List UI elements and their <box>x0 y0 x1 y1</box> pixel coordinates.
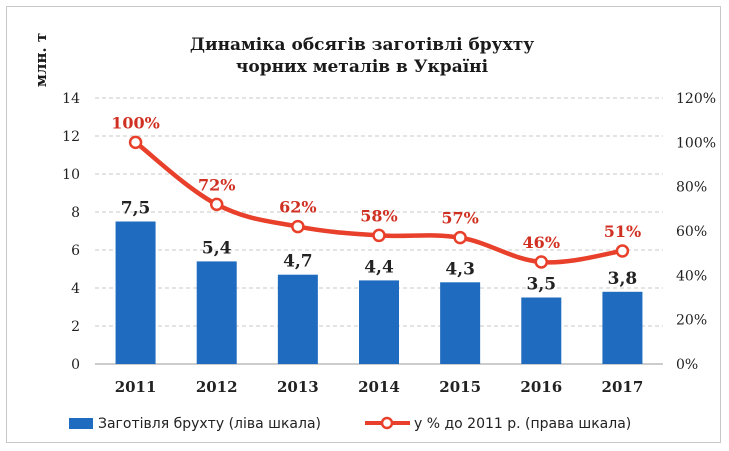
bar-value-label: 3,5 <box>526 275 556 295</box>
category-label: 2012 <box>196 378 238 396</box>
left-tick-label: 12 <box>62 129 80 145</box>
right-tick-label: 60% <box>676 224 707 240</box>
bar-value-label: 3,8 <box>608 269 638 289</box>
bar <box>602 291 643 364</box>
bar <box>196 261 237 364</box>
bar <box>115 221 156 364</box>
category-label: 2017 <box>602 378 644 396</box>
right-tick-label: 20% <box>676 313 707 329</box>
bar-series <box>115 221 643 364</box>
line-value-label: 100% <box>111 113 160 132</box>
line-value-label: 58% <box>360 206 397 225</box>
bar <box>359 280 399 364</box>
right-tick-label: 0% <box>676 357 698 373</box>
bar <box>277 274 318 364</box>
line-data-labels: 100% 72% 62% 58% 57% 46% 51% <box>111 113 641 252</box>
legend-line-label: у % до 2011 р. (права шкала) <box>414 416 631 432</box>
line-point <box>291 219 305 234</box>
line-point <box>209 197 224 212</box>
category-labels: 2011 2012 2013 2014 2015 2016 2017 <box>115 378 644 396</box>
left-tick-label: 8 <box>71 205 80 221</box>
left-tick-label: 14 <box>62 91 80 107</box>
legend-bar-label: Заготівля брухту (ліва шкала) <box>98 416 321 432</box>
chart-title-line1: Динаміка обсягів заготівлі брухту <box>190 35 534 55</box>
bar-data-labels: 7,5 5,4 4,7 4,4 4,3 3,5 3,8 <box>121 199 637 295</box>
line-series <box>128 135 630 269</box>
bar-value-label: 5,4 <box>202 238 232 258</box>
left-axis-ticks: 0 2 4 6 8 10 12 14 <box>62 91 80 373</box>
right-tick-label: 100% <box>676 135 716 151</box>
bar-value-label: 7,5 <box>121 199 151 219</box>
bar-value-label: 4,3 <box>445 259 475 279</box>
line-point <box>453 230 467 245</box>
left-tick-label: 2 <box>71 319 80 335</box>
line-value-label: 72% <box>198 175 235 194</box>
category-label: 2014 <box>358 378 400 396</box>
left-tick-label: 10 <box>62 167 80 183</box>
right-tick-label: 120% <box>676 91 716 107</box>
line-point <box>372 228 386 243</box>
y-axis-label: млн. т <box>32 33 50 87</box>
legend-bar-swatch <box>69 418 93 429</box>
line-value-label: 51% <box>604 222 641 241</box>
right-axis-ticks: 0% 20% 40% 60% 80% 100% 120% <box>676 91 716 373</box>
line-value-label: 46% <box>523 233 560 252</box>
left-tick-label: 0 <box>71 357 80 373</box>
category-label: 2015 <box>439 378 481 396</box>
legend-line-marker <box>380 416 394 430</box>
legend: Заготівля брухту (ліва шкала) у % до 201… <box>69 416 631 432</box>
chart-title-line2: чорних металів в Україні <box>236 57 489 77</box>
bar-value-label: 4,4 <box>364 257 394 277</box>
line-point <box>615 244 630 258</box>
line-point <box>534 255 549 269</box>
line-value-label: 62% <box>279 198 316 217</box>
bar-value-label: 4,7 <box>283 252 313 272</box>
left-tick-label: 4 <box>71 281 80 297</box>
line-value-label: 57% <box>441 209 478 228</box>
right-tick-label: 40% <box>676 268 707 284</box>
bar <box>521 297 562 364</box>
category-label: 2016 <box>520 378 562 396</box>
category-label: 2011 <box>115 378 157 396</box>
line-point <box>128 135 143 150</box>
left-tick-label: 6 <box>71 243 80 259</box>
right-tick-label: 80% <box>676 180 707 196</box>
bar <box>440 282 481 364</box>
category-label: 2013 <box>277 378 319 396</box>
